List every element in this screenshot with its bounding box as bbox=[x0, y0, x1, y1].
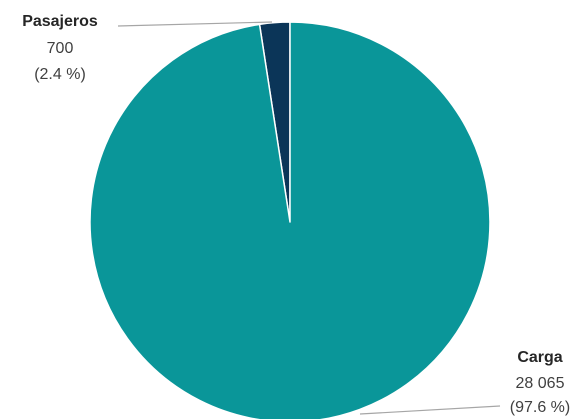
pie-slice-carga bbox=[89, 21, 491, 419]
slice-label-pasajeros-percent: (2.4 %) bbox=[34, 66, 86, 83]
slice-label-carga-name: Carga bbox=[517, 349, 562, 366]
pie-slices bbox=[89, 21, 491, 419]
slice-label-carga-percent: (97.6 %) bbox=[510, 399, 570, 416]
slice-label-pasajeros-value: 700 bbox=[47, 40, 74, 57]
slice-label-carga-value: 28 065 bbox=[516, 375, 565, 392]
slice-labels: Pasajeros 700 (2.4 %) Carga 28 065 (97.6… bbox=[22, 13, 570, 416]
leader-line-carga bbox=[359, 405, 501, 415]
slice-label-pasajeros-name: Pasajeros bbox=[22, 13, 98, 30]
leader-lines bbox=[117, 21, 501, 415]
leader-line-pasajeros bbox=[117, 21, 273, 27]
